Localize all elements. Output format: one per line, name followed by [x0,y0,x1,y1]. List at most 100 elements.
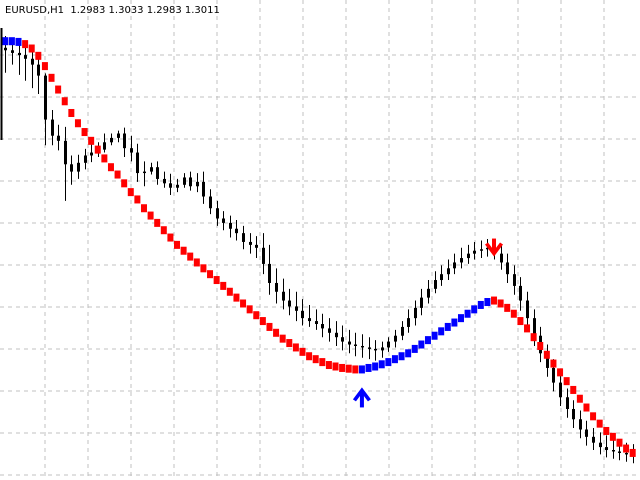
trend-segment [273,328,280,337]
candle-body [480,249,483,251]
candle-body [176,184,179,188]
chart-title: EURUSD,H1 1.2983 1.3033 1.2983 1.3011 [5,5,220,16]
candle-body [136,152,139,174]
trend-segment [405,349,412,358]
trend-segment [378,360,385,369]
trend-segment [240,299,247,308]
candle-body [341,337,344,342]
trend-segment [246,305,253,314]
trend-segment [365,363,372,372]
trend-segment [174,240,181,249]
candle-body [500,253,503,263]
candle-body [117,133,120,138]
trend-segment [339,363,346,372]
trend-segment [220,281,227,290]
trend-segment [207,270,214,279]
trend-segment [424,336,431,345]
candle-body [37,64,40,76]
candle-body [189,177,192,187]
trend-segment [134,195,141,204]
trend-segment [226,287,233,296]
candle-body [513,274,516,286]
trend-segment [616,438,623,447]
candle-body [24,55,27,59]
trend-segment [471,305,478,314]
candle-body [453,262,456,269]
trend-segment [477,300,484,309]
candle-body [566,397,569,409]
trend-segment [603,426,610,435]
candle-body [268,263,271,283]
candle-body [612,450,615,452]
candle-body [44,75,47,120]
candle-body [328,328,331,333]
candle-body [348,341,351,345]
candle-body [401,326,404,336]
candle-body [592,436,595,443]
trend-segment [537,341,544,350]
candle-body [335,332,338,338]
candle-body [110,137,113,143]
candle-body [526,300,529,319]
candle-body [321,324,324,329]
sell-arrow-icon [485,238,504,257]
trend-segment [2,37,9,46]
trend-segment [180,246,187,255]
trend-segment [187,252,194,261]
candle-body [77,162,80,172]
candle-body [460,258,463,263]
trend-segment [312,355,319,364]
candle-body [143,171,146,174]
candle-body [559,382,562,398]
trend-segment [623,444,630,453]
trend-segment [444,322,451,331]
candle-body [242,233,245,242]
candle-body [84,155,87,163]
candle-body [4,47,7,51]
candle-body [552,367,555,383]
candle-body [90,152,93,156]
trend-segment [411,344,418,353]
candle-body [427,288,430,298]
trend-segment [81,128,88,137]
sell-arrow-shaft [492,238,497,251]
candle-body [473,250,476,254]
trend-segment [299,347,306,356]
candle-body [394,335,397,342]
buy-arrow-head [352,387,371,402]
candle-body [533,318,536,336]
trend-segment [464,309,471,318]
candle-body [209,196,212,209]
trend-segment [352,365,359,374]
candle-body [249,241,252,245]
trend-segment [101,154,108,163]
trend-segment [596,419,603,428]
trend-segment [167,233,174,242]
candle-body [414,307,417,319]
trend-segment [147,211,154,220]
candle-body [295,306,298,311]
candle-body [599,442,602,448]
candle-body [18,52,21,56]
candle-body [282,291,285,301]
trend-segment [121,179,128,188]
trend-segment [517,317,524,326]
trend-segment [550,359,557,368]
trend-segment [557,368,564,377]
candle-body [229,222,232,229]
candle-body [315,321,318,324]
candle-body [354,344,357,346]
trend-segment [253,311,260,320]
trend-segment [484,298,491,307]
trend-segment [15,37,22,46]
candle-body [70,164,73,172]
trend-segment [114,170,121,179]
trend-segment [451,318,458,327]
trend-segment [61,97,68,106]
trend-segment [306,352,313,361]
trend-segment [74,119,81,128]
trend-segment [609,432,616,441]
candle-body [169,183,172,188]
